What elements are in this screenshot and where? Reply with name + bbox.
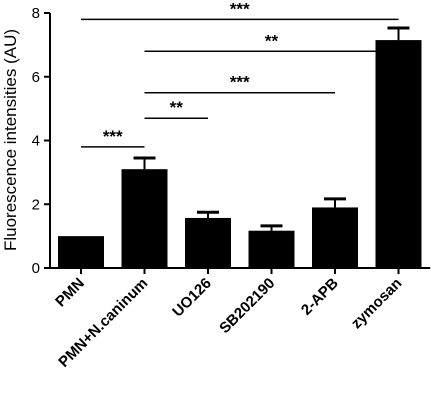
bars	[58, 40, 422, 268]
y-axis-label: Fluorescence intensities (AU)	[1, 29, 20, 251]
bar	[121, 169, 168, 268]
significance-annotations: *************	[81, 0, 399, 148]
x-tick-label: UO126	[169, 275, 215, 321]
x-tick-label: PMN	[52, 275, 88, 311]
bar	[312, 207, 358, 268]
significance-label: **	[265, 31, 279, 50]
y-tick-label: 8	[32, 5, 40, 22]
y-tick-label: 0	[32, 260, 40, 277]
significance-label: ***	[230, 0, 250, 18]
significance-label: ***	[103, 127, 123, 146]
y-tick-label: 6	[32, 69, 40, 86]
bar	[375, 40, 422, 268]
significance-label: ***	[230, 73, 250, 92]
x-tick-label: 2-APB	[298, 275, 342, 319]
y-tick-label: 2	[32, 196, 40, 213]
bar	[58, 236, 104, 268]
significance-label: **	[170, 98, 184, 117]
x-tick-label: zymosan	[348, 275, 405, 332]
y-tick-label: 4	[32, 133, 40, 150]
y-axis: 0 2 4 6 8	[32, 5, 51, 277]
bar	[185, 217, 231, 268]
x-tick-label: SB202190	[216, 275, 278, 337]
bar	[248, 230, 295, 268]
error-bars	[133, 26, 410, 231]
